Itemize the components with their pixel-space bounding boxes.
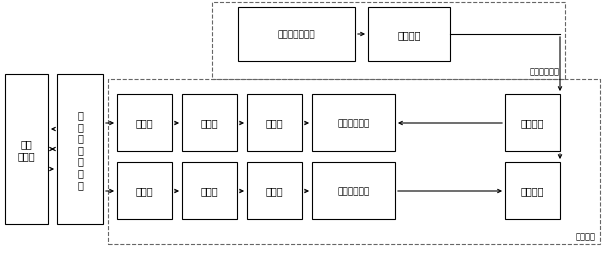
Bar [238, 8, 355, 62]
Bar [57, 75, 103, 224]
Bar [247, 162, 302, 219]
Bar [505, 95, 560, 151]
Text: 倍频器: 倍频器 [136, 118, 154, 128]
Text: 模拟前端: 模拟前端 [576, 231, 596, 240]
Bar [182, 95, 237, 151]
Text: 混频器: 混频器 [201, 186, 219, 196]
Bar [108, 80, 600, 244]
Bar [117, 95, 172, 151]
Text: 混频器: 混频器 [201, 118, 219, 128]
Bar [182, 162, 237, 219]
Text: 主控
计算机: 主控 计算机 [18, 139, 35, 160]
Text: 倍频器: 倍频器 [136, 186, 154, 196]
Text: 步进轨道: 步进轨道 [397, 30, 421, 40]
Text: 低噪声放大器: 低噪声放大器 [337, 186, 370, 195]
Bar [312, 95, 395, 151]
Text: 发射天线: 发射天线 [521, 186, 544, 196]
Bar [312, 162, 395, 219]
Bar [247, 95, 302, 151]
Bar [505, 162, 560, 219]
Text: 滤波器: 滤波器 [266, 118, 283, 128]
Bar [368, 8, 450, 62]
Text: 扫描驱动装置: 扫描驱动装置 [530, 67, 560, 76]
Bar [117, 162, 172, 219]
Text: 低噪声放大器: 低噪声放大器 [337, 119, 370, 128]
Bar [212, 3, 565, 80]
Text: 矢
量
网
络
分
析
仪: 矢 量 网 络 分 析 仪 [77, 110, 83, 189]
Text: 步进电机控制器: 步进电机控制器 [277, 30, 315, 39]
Bar [5, 75, 48, 224]
Text: 接收天线: 接收天线 [521, 118, 544, 128]
Text: 滤波器: 滤波器 [266, 186, 283, 196]
